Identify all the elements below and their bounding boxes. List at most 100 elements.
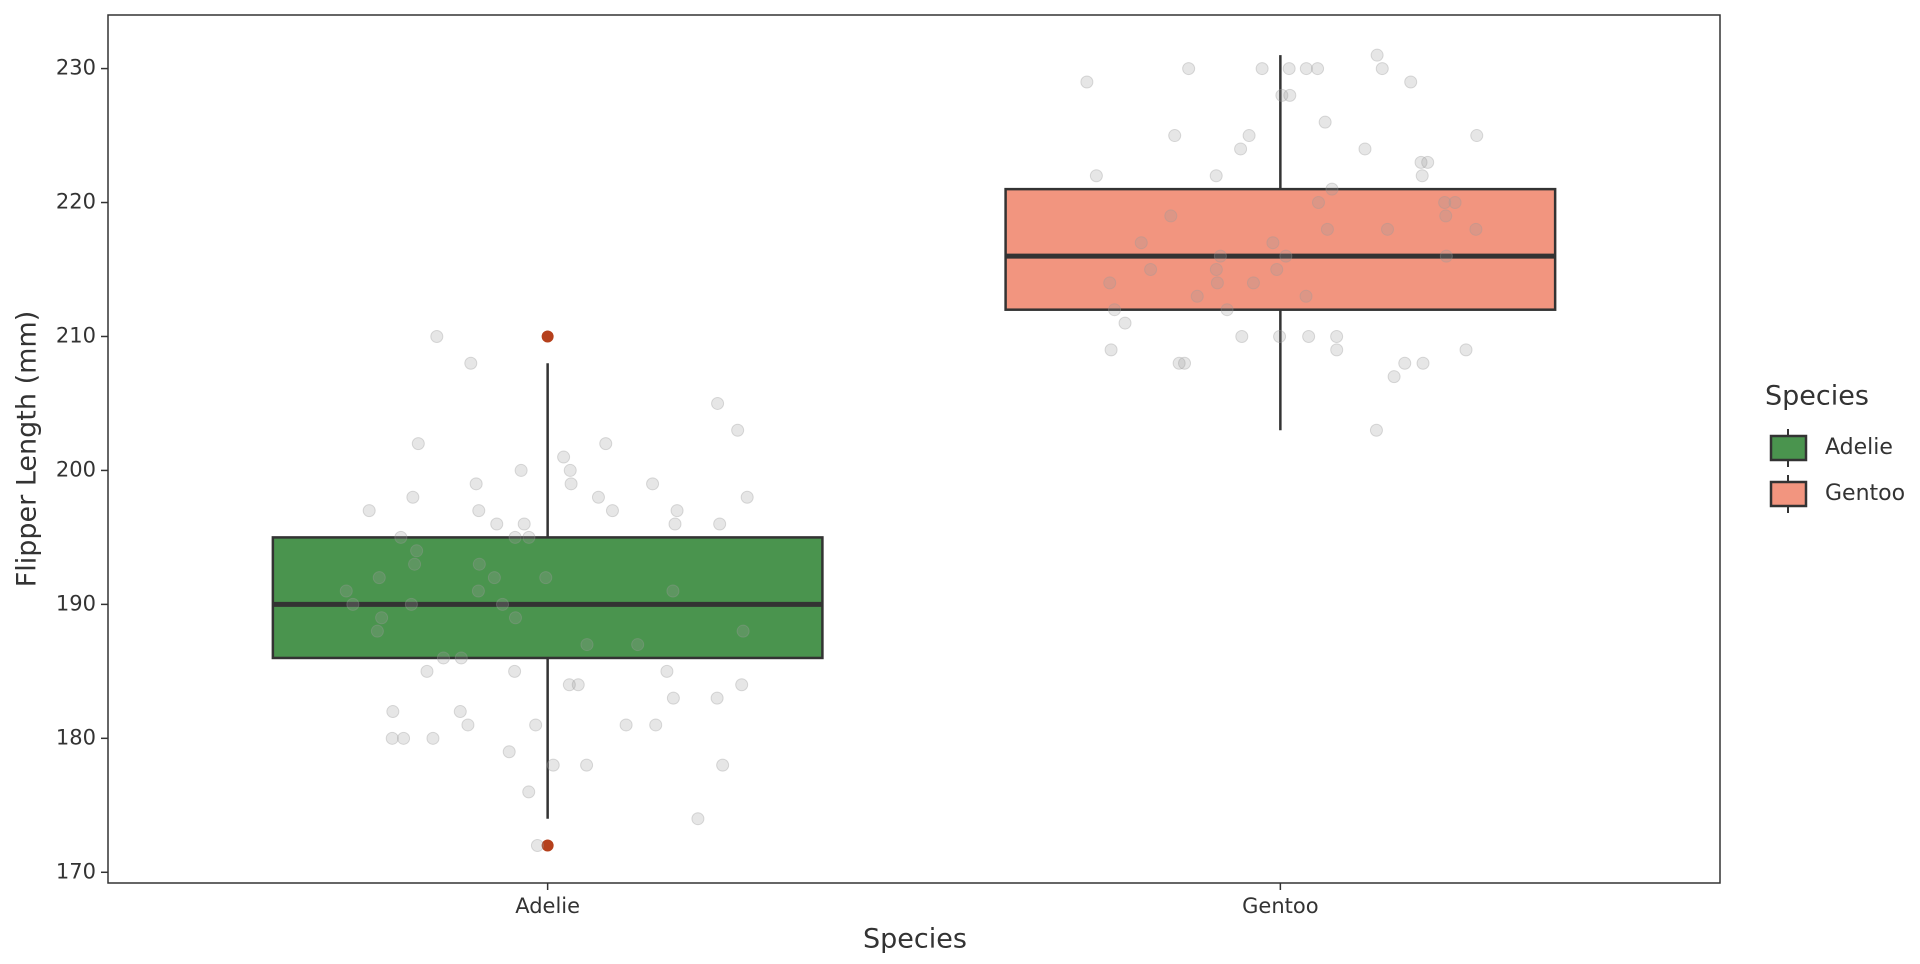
jitter-point bbox=[1242, 129, 1256, 143]
jitter-point bbox=[605, 504, 619, 518]
jitter-point bbox=[410, 544, 424, 558]
y-axis-label: Flipper Length (mm) bbox=[12, 311, 43, 588]
jitter-point bbox=[1381, 222, 1395, 236]
jitter-point bbox=[1209, 169, 1223, 183]
jitter-point bbox=[1246, 276, 1260, 290]
y-tick-label: 200 bbox=[56, 457, 96, 481]
jitter-point bbox=[1358, 142, 1372, 156]
jitter-point bbox=[370, 624, 384, 638]
jitter-point bbox=[1415, 169, 1429, 183]
jitter-point bbox=[1398, 356, 1412, 370]
jitter-point bbox=[1470, 129, 1484, 143]
jitter-point bbox=[508, 664, 522, 678]
jitter-point bbox=[453, 705, 467, 719]
jitter-point bbox=[487, 571, 501, 585]
jitter-point bbox=[691, 812, 705, 826]
y-tick-label: 190 bbox=[56, 591, 96, 615]
y-tick-label: 210 bbox=[56, 323, 96, 347]
jitter-point bbox=[490, 517, 504, 531]
jitter-point bbox=[508, 611, 522, 625]
jitter-point bbox=[375, 611, 389, 625]
jitter-point bbox=[530, 838, 544, 852]
jitter-point bbox=[469, 477, 483, 491]
jitter-point bbox=[471, 584, 485, 598]
jitter-point bbox=[1439, 249, 1453, 263]
outlier bbox=[541, 839, 554, 852]
jitter-point bbox=[508, 530, 522, 544]
jitter-point bbox=[454, 651, 468, 665]
jitter-point bbox=[619, 718, 633, 732]
jitter-point bbox=[735, 678, 749, 692]
jitter-point bbox=[649, 718, 663, 732]
jitter-point bbox=[426, 731, 440, 745]
box bbox=[1004, 187, 1557, 311]
jitter-point bbox=[1209, 263, 1223, 277]
jitter-point bbox=[660, 664, 674, 678]
jitter-point bbox=[1375, 62, 1389, 76]
jitter-point bbox=[1273, 329, 1287, 343]
jitter-point bbox=[1234, 142, 1248, 156]
jitter-point bbox=[1235, 329, 1249, 343]
jitter-point bbox=[522, 530, 536, 544]
jitter-point bbox=[571, 678, 585, 692]
jitter-point bbox=[1469, 222, 1483, 236]
jitter-point bbox=[1330, 329, 1344, 343]
x-tick-label: Adelie bbox=[515, 894, 580, 918]
jitter-point bbox=[1164, 209, 1178, 223]
jitter-point bbox=[1190, 289, 1204, 303]
jitter-point bbox=[436, 651, 450, 665]
jitter-point bbox=[631, 638, 645, 652]
jitter-point bbox=[1320, 222, 1334, 236]
jitter-point bbox=[599, 437, 613, 451]
jitter-point bbox=[1279, 249, 1293, 263]
jitter-point bbox=[514, 463, 528, 477]
y-tick-label: 220 bbox=[56, 190, 96, 214]
jitter-point bbox=[668, 517, 682, 531]
jitter-point bbox=[461, 718, 475, 732]
jitter-point bbox=[563, 463, 577, 477]
jitter-point bbox=[502, 745, 516, 759]
jitter-point bbox=[1438, 196, 1452, 210]
jitter-point bbox=[408, 557, 422, 571]
jitter-point bbox=[529, 718, 543, 732]
jitter-point bbox=[557, 450, 571, 464]
jitter-point bbox=[591, 490, 605, 504]
jitter-point bbox=[740, 490, 754, 504]
jitter-point bbox=[580, 758, 594, 772]
jitter-point bbox=[1255, 62, 1269, 76]
jitter-point bbox=[1089, 169, 1103, 183]
jitter-point bbox=[711, 396, 725, 410]
jitter-point bbox=[731, 423, 745, 437]
jitter-point bbox=[564, 477, 578, 491]
jitter-point bbox=[1330, 343, 1344, 357]
legend-label: Gentoo bbox=[1825, 481, 1905, 506]
jitter-point bbox=[1118, 316, 1132, 330]
jitter-point bbox=[666, 691, 680, 705]
jitter-point bbox=[362, 504, 376, 518]
jitter-point bbox=[420, 664, 434, 678]
jitter-point bbox=[670, 504, 684, 518]
jitter-point bbox=[1220, 303, 1234, 317]
jitter-point bbox=[1178, 356, 1192, 370]
jitter-point bbox=[372, 571, 386, 585]
jitter-point bbox=[1318, 115, 1332, 129]
box bbox=[271, 536, 824, 660]
jitter-point bbox=[716, 758, 730, 772]
jitter-point bbox=[1311, 196, 1325, 210]
jitter-point bbox=[386, 705, 400, 719]
jitter-point bbox=[385, 731, 399, 745]
jitter-point bbox=[1416, 356, 1430, 370]
jitter-point bbox=[1370, 48, 1384, 62]
jitter-point bbox=[339, 584, 353, 598]
jitter-point bbox=[430, 329, 444, 343]
jitter-point bbox=[1168, 129, 1182, 143]
jitter-point bbox=[522, 785, 536, 799]
jitter-point bbox=[406, 490, 420, 504]
jitter-point bbox=[1448, 196, 1462, 210]
jitter-point bbox=[546, 758, 560, 772]
jitter-point bbox=[646, 477, 660, 491]
legend-key bbox=[1769, 434, 1808, 462]
x-tick-label: Gentoo bbox=[1242, 894, 1318, 918]
jitter-point bbox=[1299, 62, 1313, 76]
